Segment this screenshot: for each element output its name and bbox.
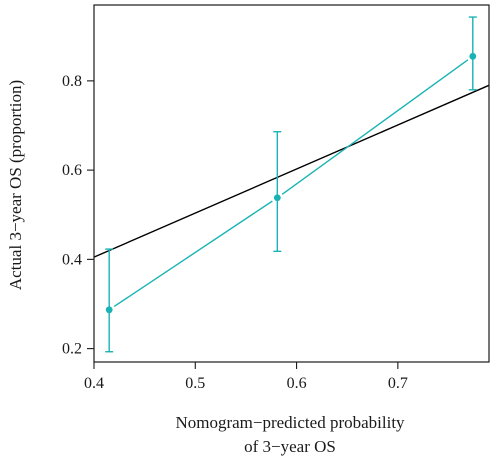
x-axis: 0.4 0.5 0.6 0.7	[84, 362, 408, 392]
calibration-point	[469, 52, 477, 60]
calibration-line-segment	[281, 59, 469, 195]
x-axis-title-line-2: of 3−year OS	[244, 437, 336, 456]
y-tick-label: 0.8	[62, 73, 82, 90]
x-tick-label: 0.7	[388, 375, 408, 392]
calibration-line-segment	[113, 200, 273, 308]
x-axis-title-line-1: Nomogram−predicted probability	[175, 413, 405, 432]
reference-layer	[93, 84, 490, 258]
reference-line	[93, 84, 490, 258]
x-tick-label: 0.4	[84, 375, 104, 392]
y-tick-label: 0.2	[62, 341, 82, 358]
y-axis-title: Actual 3−year OS (proportion)	[6, 80, 25, 290]
y-axis: 0.2 0.4 0.6 0.8	[62, 73, 94, 358]
y-tick-label: 0.6	[62, 162, 82, 179]
x-tick-label: 0.5	[185, 375, 205, 392]
calibration-point	[273, 194, 281, 202]
x-tick-label: 0.6	[287, 375, 307, 392]
y-tick-label: 0.4	[62, 251, 82, 268]
calibration-layer	[105, 16, 477, 353]
plot-frame	[93, 4, 490, 363]
calibration-point	[105, 306, 113, 314]
